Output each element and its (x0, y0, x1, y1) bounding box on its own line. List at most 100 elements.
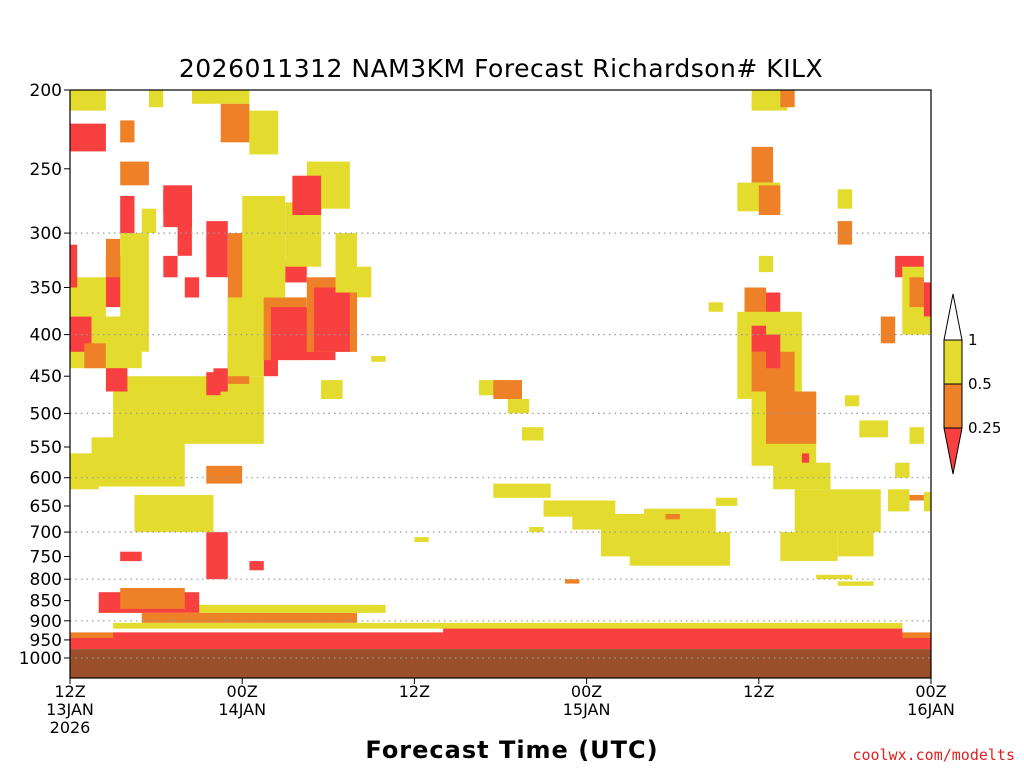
chart-title: 2026011312 NAM3KM Forecast Richardson# K… (179, 54, 823, 83)
ri-cell-high-103 (816, 574, 853, 580)
y-tick-label-800: 800 (30, 570, 62, 590)
x-tick-label-line: 00Z (227, 682, 258, 701)
ri-cell-mid-17 (206, 465, 243, 484)
ri-cell-high-109 (895, 462, 910, 478)
y-tick-label-750: 750 (30, 548, 62, 568)
y-tick-label-650: 650 (30, 497, 62, 517)
ri-cell-low-33 (120, 195, 135, 234)
y-tick-label-550: 550 (30, 438, 62, 458)
x-tick-label-line: 15JAN (563, 700, 611, 719)
ri-cell-low-0 (70, 638, 931, 649)
ri-cell-high-55 (357, 266, 372, 298)
y-tick-label-300: 300 (30, 224, 62, 244)
ri-cell-high-113 (923, 492, 931, 512)
ri-cell-high-64 (199, 90, 250, 104)
x-tick-label-4: 12Z (743, 682, 774, 701)
credit-text: coolwx.com/modelts (852, 746, 1015, 764)
y-tick-label-500: 500 (30, 404, 62, 424)
colorbar-label-2: 0.25 (968, 419, 1001, 437)
ri-cell-high-112 (887, 489, 910, 512)
ri-cell-low-26 (70, 316, 92, 352)
ri-cell-high-4 (113, 622, 903, 629)
ri-cell-low-31 (70, 244, 78, 288)
ri-cell-high-101 (837, 527, 874, 557)
x-tick-label-line: 13JAN (46, 700, 94, 719)
ri-cell-high-69 (414, 537, 429, 542)
ri-cell-high-32 (120, 233, 149, 352)
ri-cell-high-75 (543, 500, 616, 517)
ri-cell-high-81 (715, 497, 738, 506)
ri-cell-high-76 (572, 514, 659, 530)
ri-cell-mid-30 (105, 238, 121, 278)
ri-cell-high-16 (91, 437, 185, 487)
x-tick-label-0: 12Z 13JAN 2026 (46, 682, 94, 737)
ri-cell-mid-97 (766, 391, 817, 444)
x-tick-label-line: 16JAN (907, 700, 955, 719)
y-tick-label-450: 450 (30, 367, 62, 387)
gridlines (70, 232, 931, 659)
x-tick-label-3: 00Z 15JAN (563, 682, 611, 719)
ri-cell-high-104 (837, 581, 874, 586)
colorbar-mid-segment (943, 383, 963, 429)
ri-cell-low-39 (206, 221, 228, 278)
ri-cell-mid-106 (837, 221, 853, 245)
colorbar: 1 0.5 0.25 (943, 293, 1001, 475)
ri-cell-low-2 (113, 632, 444, 640)
y-tick-label-700: 700 (30, 523, 62, 543)
x-tick-label-line: 12Z (743, 682, 774, 701)
ri-cell-low-37 (184, 277, 200, 298)
y-tick-label-350: 350 (30, 279, 62, 299)
colorbar-label-1: 0.5 (968, 375, 992, 393)
ri-cell-low-36 (163, 255, 178, 278)
ri-cell-mid-87 (758, 185, 781, 215)
x-tick-label-line: 00Z (571, 682, 602, 701)
ri-cell-low-98 (801, 453, 810, 466)
x-tick-label-line: 12Z (399, 682, 430, 701)
ri-cell-low-58 (70, 123, 106, 152)
ri-cell-low-9 (120, 551, 142, 562)
ri-cell-mid-116 (909, 277, 924, 308)
ri-cell-mid-71 (493, 380, 522, 399)
colorbar-label-0: 1 (968, 331, 978, 349)
x-tick-label-line: 12Z (54, 682, 85, 701)
y-tick-label-850: 850 (30, 592, 62, 612)
ri-cell-high-6 (98, 604, 386, 613)
ri-cell-mid-80 (665, 514, 680, 520)
x-axis-title: Forecast Time (UTC) (365, 736, 658, 764)
ri-cell-low-91 (766, 292, 781, 317)
ri-cell-high-73 (522, 427, 544, 441)
ri-cell-low-62 (163, 185, 192, 215)
y-tick-label-1000: 1000 (19, 649, 62, 669)
ri-cell-high-66 (249, 110, 279, 155)
ri-cell-low-10 (206, 532, 228, 580)
ri-cell-mid-60 (120, 161, 149, 186)
ri-cell-mid-27 (84, 343, 106, 369)
ri-cell-mid-8 (120, 588, 185, 609)
ri-cell-high-108 (859, 420, 888, 438)
plot-frame (69, 89, 932, 679)
ri-cell-high-56 (321, 380, 343, 399)
plot-area (70, 90, 931, 678)
ri-cell-low-11 (249, 561, 264, 571)
ri-cell-low-42 (213, 368, 228, 392)
y-tick-label-950: 950 (30, 631, 62, 651)
ri-cell-high-79 (644, 508, 716, 533)
y-tick-label-200: 200 (30, 81, 62, 101)
ri-cell-high-68 (529, 527, 544, 533)
ri-cell-high-100 (794, 489, 881, 533)
ri-cell-high-88 (758, 255, 774, 273)
ri-cell-low-95 (766, 334, 781, 369)
ri-cell-low-48 (313, 287, 350, 352)
x-tick-label-2: 12Z (399, 682, 430, 701)
ground-layer (70, 649, 931, 678)
ri-cell-high-99 (773, 462, 831, 490)
ri-cell-high-67 (371, 356, 386, 362)
y-tick-label-400: 400 (30, 326, 62, 346)
ri-cell-high-78 (629, 532, 731, 566)
x-tick-label-5: 00Z 16JAN (907, 682, 955, 719)
colorbar-bottom-arrow (943, 427, 963, 475)
ri-cell-high-38 (141, 208, 157, 233)
y-tick-label-250: 250 (30, 160, 62, 180)
